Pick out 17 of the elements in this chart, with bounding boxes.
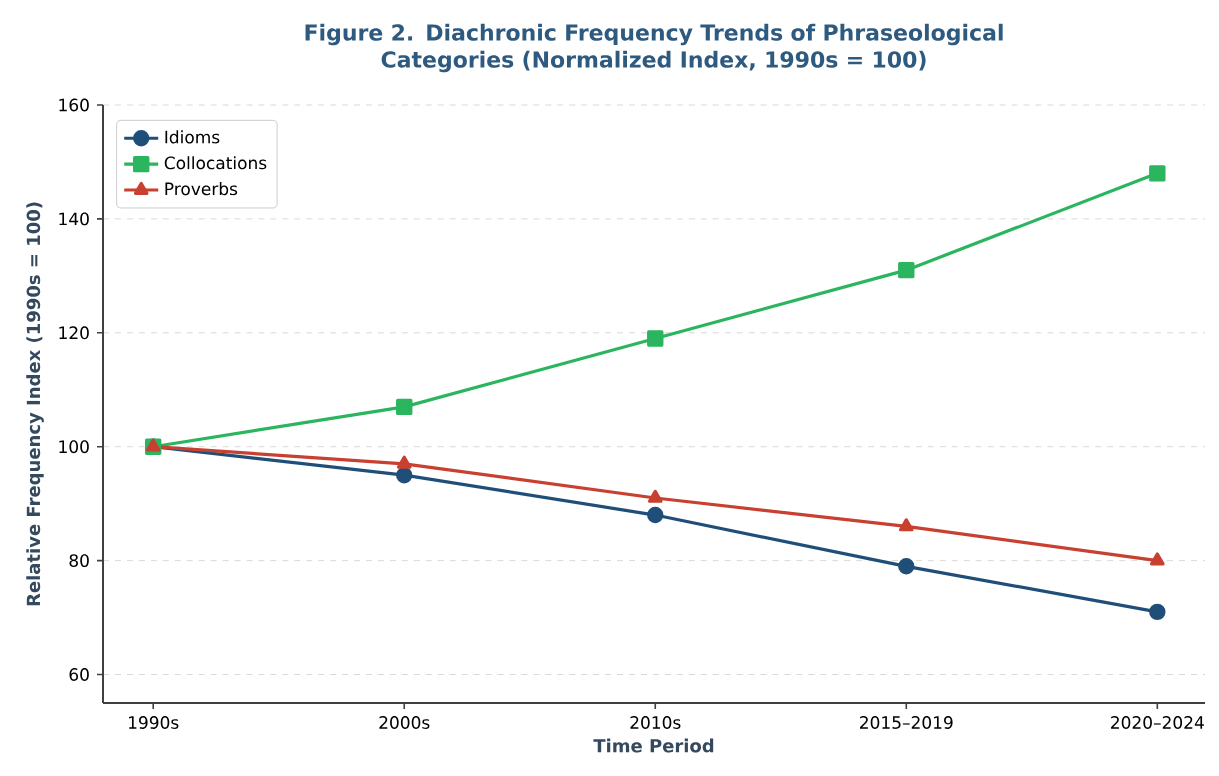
y-axis-title: Relative Frequency Index (1990s = 100) bbox=[26, 202, 44, 606]
y-tick-label: 80 bbox=[69, 554, 89, 568]
y-tick-label: 120 bbox=[59, 326, 89, 340]
y-tick-label: 140 bbox=[59, 212, 89, 226]
x-tick-label: 1990s bbox=[129, 716, 179, 729]
x-tick-label: 2010s bbox=[630, 716, 681, 729]
x-tick-label: 2015–2019 bbox=[860, 716, 953, 729]
legend-label: Collocations bbox=[164, 156, 267, 170]
legend-label: Proverbs bbox=[165, 182, 238, 196]
legend-label: Idioms bbox=[165, 130, 220, 144]
chart-title: Figure 2. Diachronic Frequency Trends of Phraseological Categories (Normalized Index, 1990s = 100) bbox=[305, 23, 1003, 73]
y-tick-label: 60 bbox=[69, 668, 89, 681]
y-tick-label: 160 bbox=[59, 98, 89, 112]
y-tick-label: 100 bbox=[59, 440, 89, 454]
x-tick-label: 2000s bbox=[379, 716, 430, 729]
x-tick-label: 2020–2024 bbox=[1111, 716, 1204, 729]
x-axis-title: Time Period bbox=[593, 738, 714, 753]
